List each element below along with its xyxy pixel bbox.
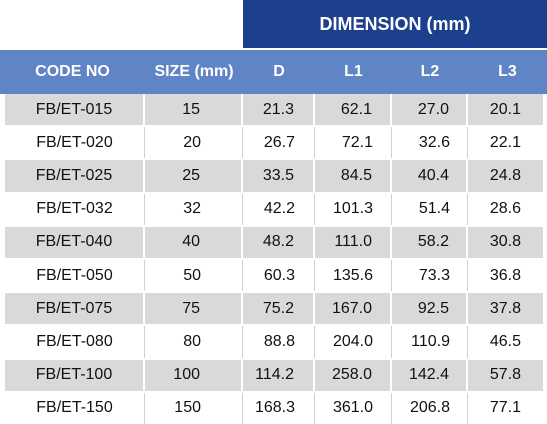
table-cell: 36.8 (468, 260, 543, 292)
table-cell: 100 (145, 359, 243, 391)
table-cell: FB/ET-032 (5, 193, 145, 225)
column-header: D (243, 50, 315, 94)
table-cell: 110.9 (392, 326, 468, 358)
table-cell: 20 (145, 127, 243, 159)
table-cell: 21.3 (243, 94, 315, 126)
table-cell: 28.6 (468, 193, 543, 225)
table-cell: 114.2 (243, 359, 315, 391)
table-cell: 80 (145, 326, 243, 358)
table-cell: FB/ET-050 (5, 260, 145, 292)
table-cell: 167.0 (315, 293, 392, 325)
table-cell: 51.4 (392, 193, 468, 225)
table-cell: 62.1 (315, 94, 392, 126)
table-cell: 92.5 (392, 293, 468, 325)
table-cell: 111.0 (315, 226, 392, 258)
table-cell: 58.2 (392, 226, 468, 258)
table-cell: 48.2 (243, 226, 315, 258)
table-cell: FB/ET-040 (5, 226, 145, 258)
table-cell: 135.6 (315, 260, 392, 292)
table-cell: 15 (145, 94, 243, 126)
table-cell: FB/ET-020 (5, 127, 145, 159)
table-cell: 258.0 (315, 359, 392, 391)
group-header: DIMENSION (mm) (243, 0, 547, 48)
table-cell: 20.1 (468, 94, 543, 126)
table-cell: 168.3 (243, 392, 315, 424)
table-cell: 26.7 (243, 127, 315, 159)
table-cell: FB/ET-075 (5, 293, 145, 325)
table-cell: FB/ET-015 (5, 94, 145, 126)
table-cell: 22.1 (468, 127, 543, 159)
table-cell: 72.1 (315, 127, 392, 159)
table-cell: 32 (145, 193, 243, 225)
table-cell: 73.3 (392, 260, 468, 292)
table-cell: 25 (145, 160, 243, 192)
table-cell: 24.8 (468, 160, 543, 192)
table-cell: 88.8 (243, 326, 315, 358)
table-cell: 150 (145, 392, 243, 424)
table-cell: 33.5 (243, 160, 315, 192)
table-cell: 50 (145, 260, 243, 292)
table-cell: 27.0 (392, 94, 468, 126)
column-header: L1 (315, 50, 392, 94)
column-header: CODE NO (0, 50, 145, 94)
table-cell: 30.8 (468, 226, 543, 258)
table-cell: 101.3 (315, 193, 392, 225)
table-cell: 46.5 (468, 326, 543, 358)
table-cell: 204.0 (315, 326, 392, 358)
column-header: SIZE (mm) (145, 50, 243, 94)
table-cell: 361.0 (315, 392, 392, 424)
table-cell: FB/ET-100 (5, 359, 145, 391)
table-cell: 142.4 (392, 359, 468, 391)
table-cell: 75.2 (243, 293, 315, 325)
table-cell: FB/ET-150 (5, 392, 145, 424)
table-cell: 32.6 (392, 127, 468, 159)
table-cell: 77.1 (468, 392, 543, 424)
table-cell: 60.3 (243, 260, 315, 292)
table-cell: FB/ET-080 (5, 326, 145, 358)
table-cell: 42.2 (243, 193, 315, 225)
table-cell: 206.8 (392, 392, 468, 424)
table-cell: 75 (145, 293, 243, 325)
column-header: L3 (468, 50, 547, 94)
table-cell: 40.4 (392, 160, 468, 192)
column-header: L2 (392, 50, 468, 94)
table-cell: 57.8 (468, 359, 543, 391)
table-cell: 84.5 (315, 160, 392, 192)
table-cell: FB/ET-025 (5, 160, 145, 192)
table-cell: 37.8 (468, 293, 543, 325)
table-cell: 40 (145, 226, 243, 258)
